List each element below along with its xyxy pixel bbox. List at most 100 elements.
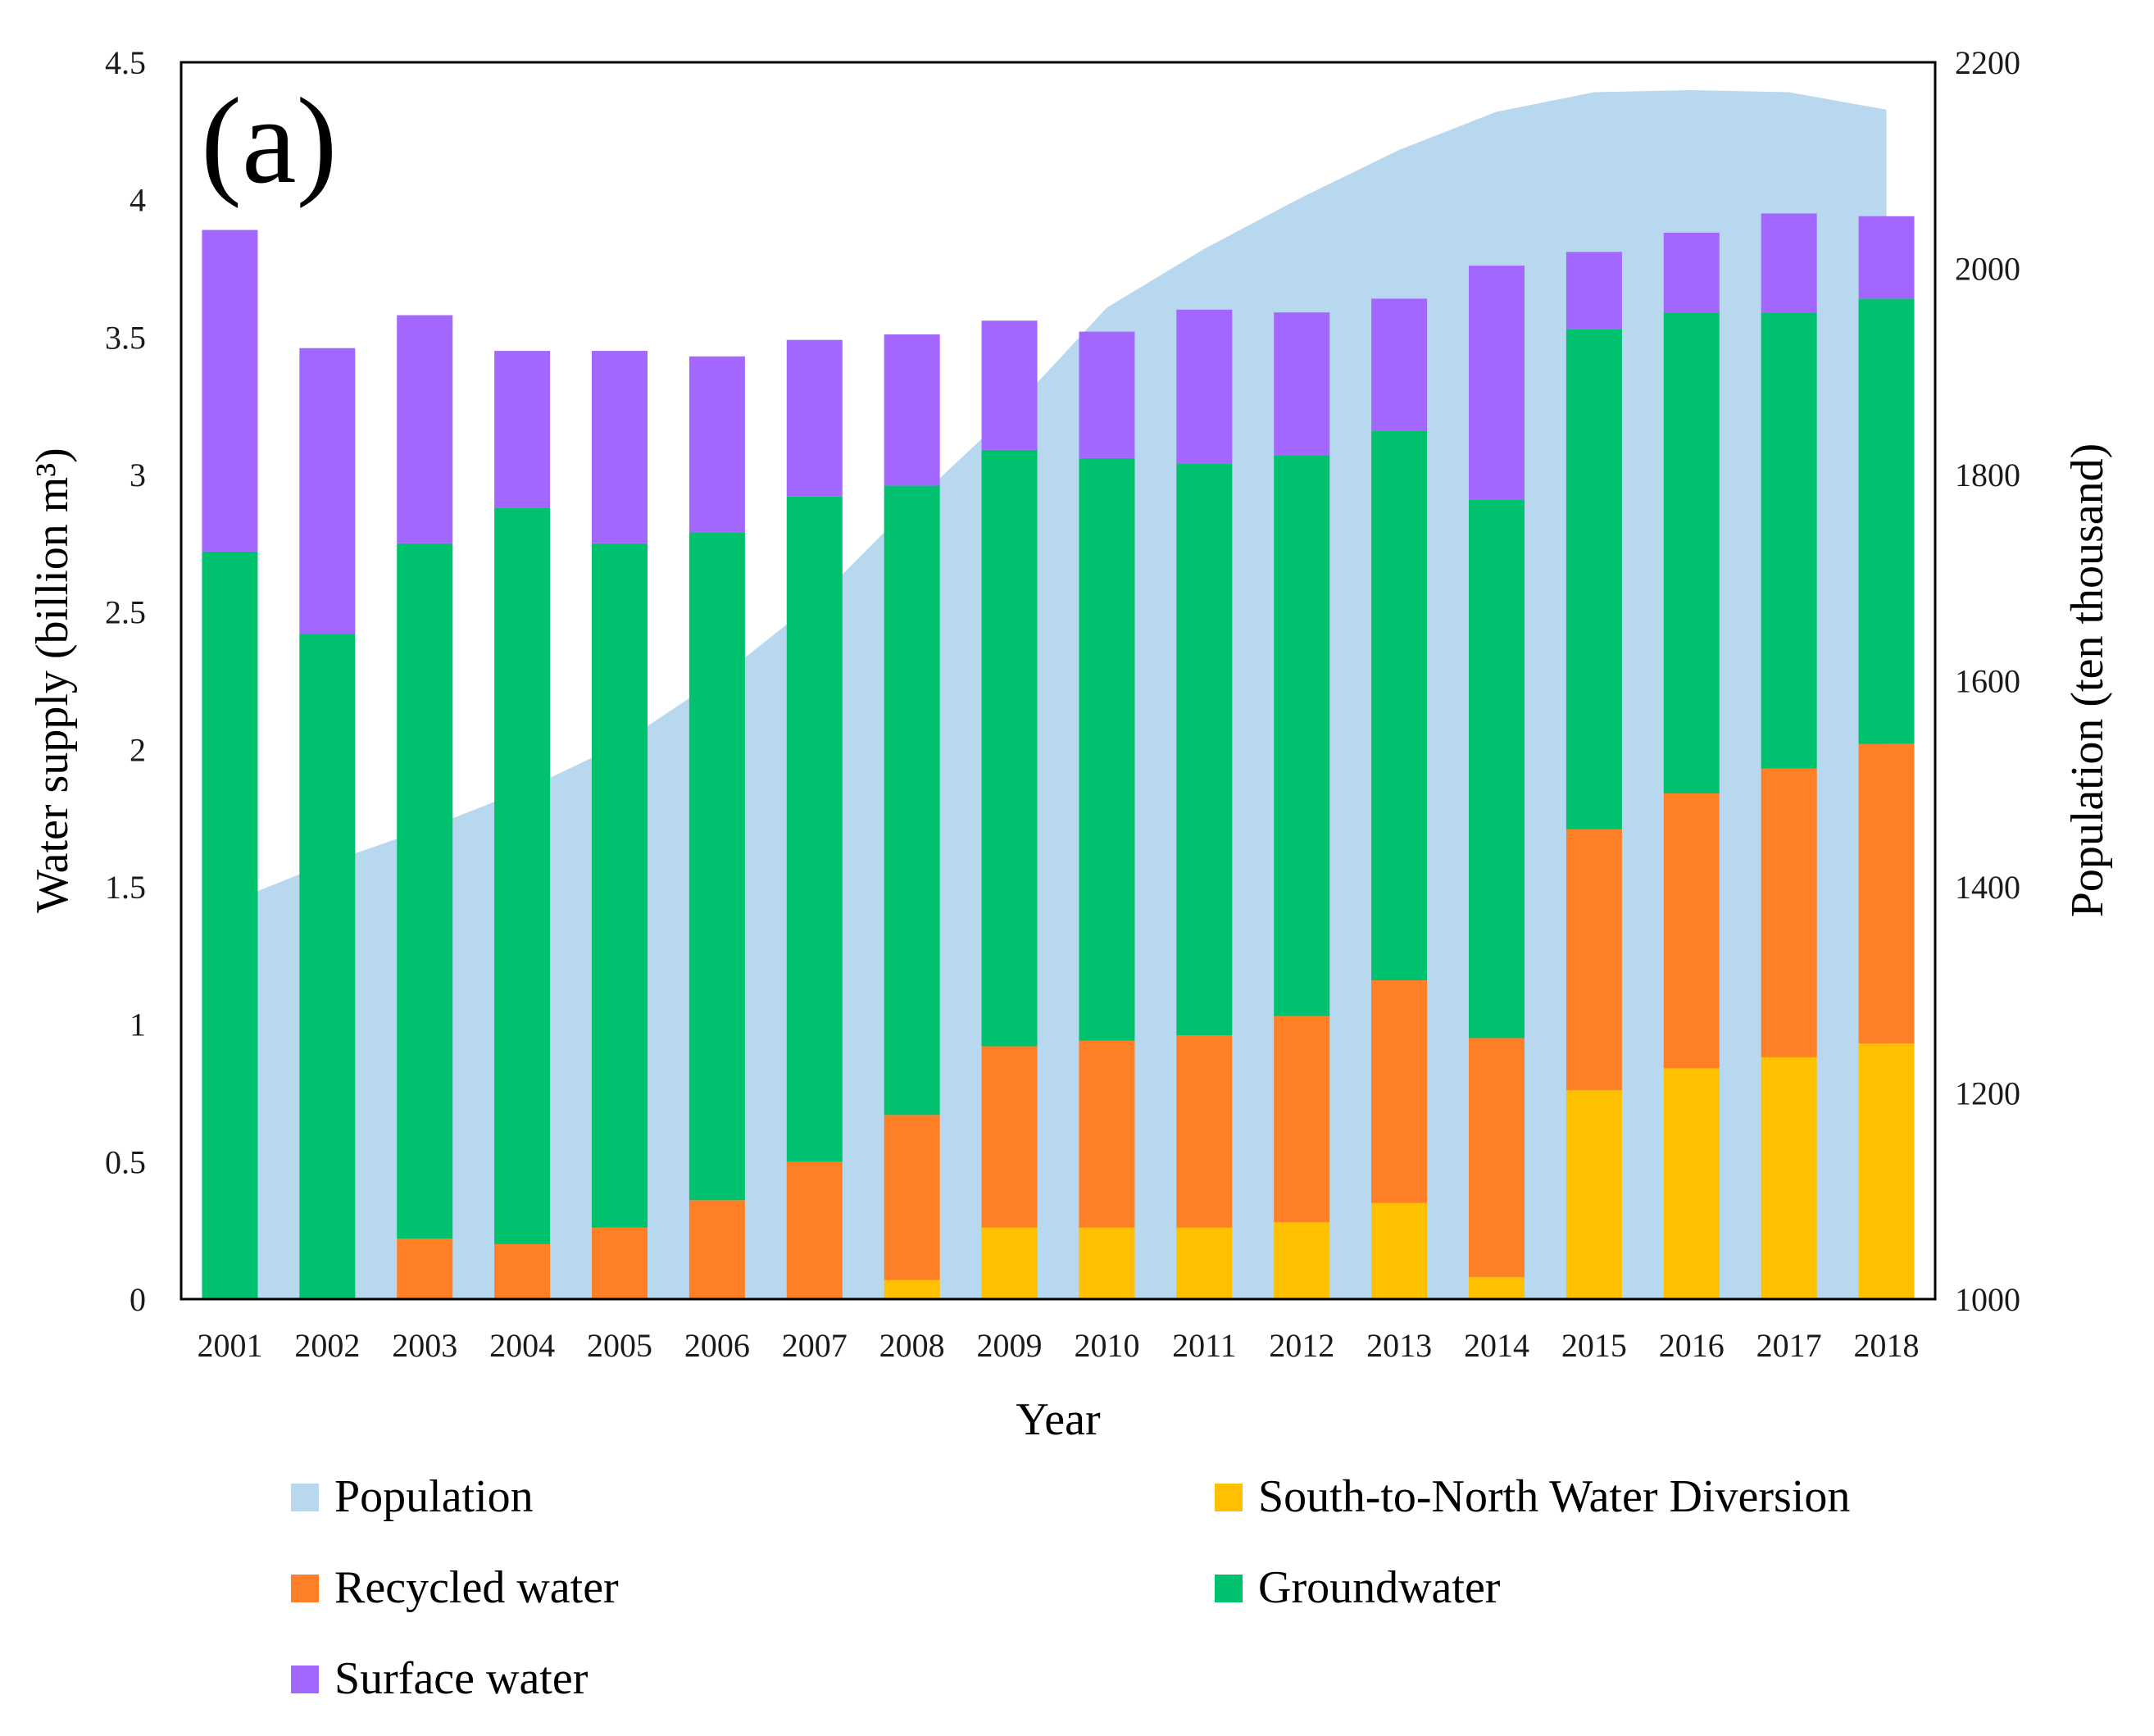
bar-groundwater-2016 — [1663, 312, 1720, 793]
bar-south-to-north-water-diversion-2009 — [981, 1227, 1038, 1299]
legend-label-groundwater: Groundwater — [1258, 1562, 1501, 1613]
bar-recycled-water-2017 — [1761, 768, 1817, 1057]
bar-recycled-water-2013 — [1371, 980, 1428, 1203]
bar-groundwater-2003 — [397, 543, 453, 1239]
legend-swatch-south-to-north-water-diversion — [1215, 1484, 1243, 1511]
bar-groundwater-2006 — [688, 532, 745, 1201]
legend-label-surface-water: Surface water — [334, 1653, 588, 1704]
bar-recycled-water-2007 — [786, 1161, 843, 1299]
bar-surface-water-2010 — [1079, 331, 1135, 458]
bar-surface-water-2016 — [1663, 232, 1720, 313]
y2-tick-label: 1800 — [1955, 457, 2020, 493]
bar-surface-water-2004 — [494, 351, 551, 508]
bar-south-to-north-water-diversion-2015 — [1566, 1090, 1622, 1299]
bar-recycled-water-2014 — [1469, 1038, 1525, 1278]
bar-south-to-north-water-diversion-2012 — [1274, 1222, 1330, 1299]
bar-south-to-north-water-diversion-2010 — [1079, 1227, 1135, 1299]
bar-surface-water-2014 — [1469, 266, 1525, 500]
bar-surface-water-2018 — [1858, 216, 1915, 299]
bar-south-to-north-water-diversion-2013 — [1371, 1202, 1428, 1299]
x-tick-label: 2016 — [1659, 1327, 1725, 1364]
x-tick-label: 2018 — [1854, 1327, 1920, 1364]
x-tick-label: 2017 — [1756, 1327, 1822, 1364]
x-tick-label: 2008 — [879, 1327, 945, 1364]
x-axis-title: Year — [1016, 1394, 1101, 1445]
y2-axis-title: Population (ten thousand) — [2062, 443, 2113, 918]
y-tick-label: 4.5 — [105, 44, 146, 81]
bar-recycled-water-2016 — [1663, 793, 1720, 1069]
bar-recycled-water-2015 — [1566, 829, 1622, 1091]
bar-recycled-water-2009 — [981, 1046, 1038, 1228]
panel-label: (a) — [201, 73, 337, 209]
bar-groundwater-2002 — [299, 634, 356, 1299]
bar-south-to-north-water-diversion-2008 — [884, 1279, 940, 1299]
bar-surface-water-2015 — [1566, 252, 1622, 329]
legend-swatch-population — [291, 1484, 319, 1511]
bar-south-to-north-water-diversion-2016 — [1663, 1068, 1720, 1299]
bar-groundwater-2005 — [592, 543, 648, 1228]
bar-groundwater-2007 — [786, 496, 843, 1162]
y2-tick-label: 1200 — [1955, 1075, 2020, 1112]
legend-swatch-surface-water — [291, 1666, 319, 1693]
y-tick-label: 2 — [130, 731, 146, 768]
x-tick-label: 2012 — [1269, 1327, 1334, 1364]
x-tick-label: 2001 — [197, 1327, 262, 1364]
bar-groundwater-2017 — [1761, 312, 1817, 769]
y2-tick-label: 1600 — [1955, 663, 2020, 700]
x-tick-label: 2004 — [489, 1327, 555, 1364]
y-axis-title: Water supply (billion m³) — [27, 448, 78, 913]
y-tick-label: 4 — [130, 182, 146, 219]
y-tick-label: 3.5 — [105, 319, 146, 356]
bar-recycled-water-2010 — [1079, 1040, 1135, 1228]
x-tick-label: 2003 — [392, 1327, 457, 1364]
y2-tick-label: 1400 — [1955, 869, 2020, 906]
y-tick-label: 0.5 — [105, 1143, 146, 1180]
bar-surface-water-2007 — [786, 339, 843, 497]
bar-groundwater-2011 — [1176, 463, 1233, 1036]
bar-south-to-north-water-diversion-2014 — [1469, 1277, 1525, 1299]
bar-surface-water-2005 — [592, 351, 648, 543]
bar-recycled-water-2012 — [1274, 1016, 1330, 1223]
bar-surface-water-2017 — [1761, 213, 1817, 313]
y2-tick-label: 2000 — [1955, 251, 2020, 288]
bar-recycled-water-2004 — [494, 1243, 551, 1299]
bar-recycled-water-2011 — [1176, 1035, 1233, 1228]
plot-frame — [180, 61, 1937, 1301]
y2-tick-label: 1000 — [1955, 1281, 2020, 1318]
y-tick-label: 0 — [130, 1281, 146, 1318]
x-tick-label: 2006 — [684, 1327, 750, 1364]
bar-recycled-water-2006 — [688, 1200, 745, 1299]
bar-recycled-water-2003 — [397, 1238, 453, 1299]
bar-groundwater-2009 — [981, 449, 1038, 1047]
bar-groundwater-2010 — [1079, 457, 1135, 1041]
legend-swatch-groundwater — [1215, 1575, 1243, 1602]
y2-tick-label: 2200 — [1955, 44, 2020, 81]
bar-surface-water-2006 — [688, 356, 745, 533]
bar-south-to-north-water-diversion-2011 — [1176, 1227, 1233, 1299]
y-tick-label: 2.5 — [105, 594, 146, 631]
bar-groundwater-2008 — [884, 485, 940, 1116]
bar-recycled-water-2008 — [884, 1115, 940, 1280]
x-tick-label: 2007 — [782, 1327, 848, 1364]
bar-south-to-north-water-diversion-2017 — [1761, 1057, 1817, 1299]
bar-surface-water-2011 — [1176, 309, 1233, 464]
x-tick-label: 2014 — [1464, 1327, 1529, 1364]
y-tick-label: 1.5 — [105, 869, 146, 906]
x-tick-label: 2015 — [1561, 1327, 1627, 1364]
population-area — [229, 89, 1887, 1299]
x-tick-label: 2010 — [1074, 1327, 1139, 1364]
bar-groundwater-2015 — [1566, 329, 1622, 829]
legend-swatch-recycled-water — [291, 1575, 319, 1602]
bar-recycled-water-2005 — [592, 1227, 648, 1299]
bar-groundwater-2001 — [202, 551, 258, 1299]
x-tick-label: 2009 — [977, 1327, 1043, 1364]
bar-surface-water-2013 — [1371, 298, 1428, 431]
x-tick-label: 2002 — [294, 1327, 360, 1364]
y-tick-label: 1 — [130, 1007, 146, 1043]
bar-surface-water-2008 — [884, 334, 940, 486]
bar-groundwater-2004 — [494, 507, 551, 1244]
x-tick-label: 2005 — [587, 1327, 652, 1364]
bar-recycled-water-2018 — [1858, 743, 1915, 1044]
y-tick-label: 3 — [130, 457, 146, 493]
